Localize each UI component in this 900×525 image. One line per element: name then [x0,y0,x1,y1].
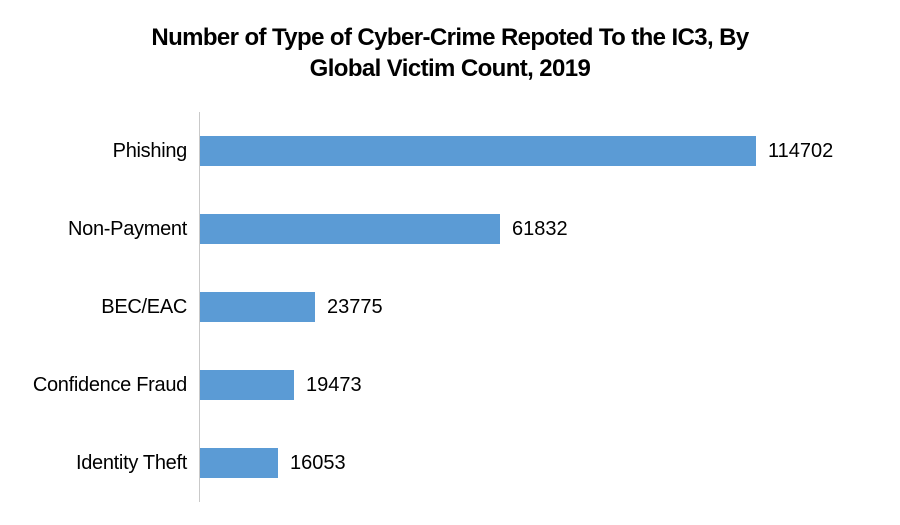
value-label: 61832 [512,217,568,240]
bar-row: BEC/EAC 23775 [0,268,900,346]
bar-row: Non-Payment 61832 [0,190,900,268]
bar-non-payment [200,214,500,244]
category-label: BEC/EAC [101,295,187,318]
value-label: 114702 [768,139,834,162]
y-axis-line [199,112,200,502]
bar-row: Confidence Fraud 19473 [0,346,900,424]
plot-area: Phishing 114702 Non-Payment 61832 BEC/EAC 237… [0,112,900,502]
bar-identity-theft [200,448,278,478]
value-label: 23775 [327,295,383,318]
value-label: 19473 [306,373,362,396]
bar-row: Identity Theft 16053 [0,424,900,502]
category-label: Phishing [112,139,188,162]
chart-title-line-2: Global Victim Count, 2019 [309,55,591,82]
chart-title: Number of Type of Cyber-Crime Repoted To… [0,22,900,84]
chart-title-line-1: Number of Type of Cyber-Crime Repoted To… [151,24,749,51]
bar-confidence-fraud [200,370,294,400]
category-label: Identity Theft [75,451,187,474]
value-label: 16053 [290,451,346,474]
bar-bec-eac [200,292,315,322]
category-label: Confidence Fraud [32,373,187,396]
bar-row: Phishing 114702 [0,112,900,190]
category-label: Non-Payment [68,217,187,240]
bar-phishing [200,136,756,166]
